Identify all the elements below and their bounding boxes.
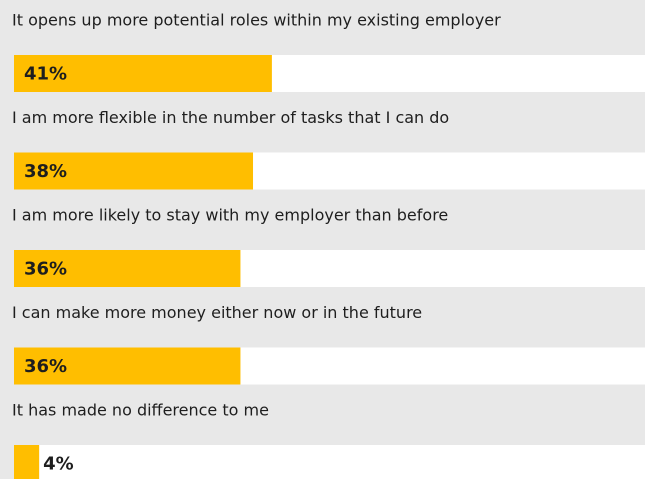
category-label: I am more likely to stay with my employe… [12,206,448,225]
bar [14,445,40,479]
value-label: 36% [24,356,67,377]
value-label: 38% [24,161,67,182]
category-label: I can make more money either now or in t… [12,303,422,322]
value-label: 4% [43,454,74,475]
bar [14,55,272,92]
bar [14,250,241,287]
bar [14,152,254,190]
category-label: It opens up more potential roles within … [12,11,501,30]
category-label: I am more flexible in the number of task… [12,108,449,127]
value-label: 36% [24,259,67,280]
bar [14,347,241,385]
category-label: It has made no difference to me [12,401,269,420]
value-label: 41% [24,64,67,85]
bar-track [14,445,645,479]
